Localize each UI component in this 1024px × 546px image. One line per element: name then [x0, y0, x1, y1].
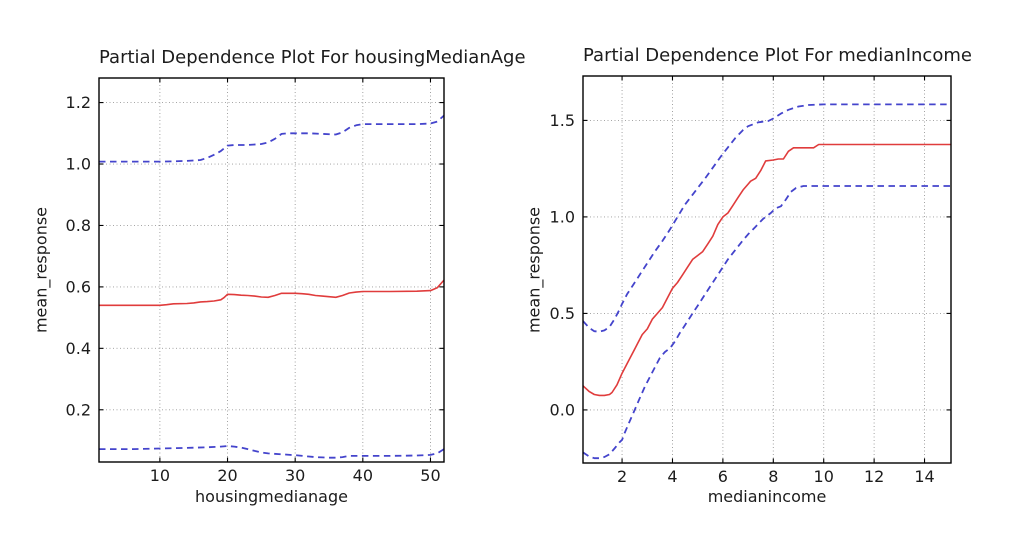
series-lower_bound [99, 445, 444, 459]
series-mean_response [99, 279, 444, 307]
svg-text:2: 2 [617, 467, 627, 486]
series-mean_response [583, 143, 951, 397]
svg-text:0.4: 0.4 [66, 339, 91, 358]
series-upper_bound [583, 103, 951, 333]
left-chart-title: Partial Dependence Plot For housingMedia… [99, 47, 526, 68]
axes-frame [582, 75, 952, 464]
tick-labels: 10 20 30 40 50 0.2 0.4 0.6 0.8 1.0 1.2 [66, 93, 441, 485]
svg-text:8: 8 [768, 467, 778, 486]
svg-text:50: 50 [420, 466, 440, 485]
svg-text:0.6: 0.6 [66, 277, 91, 296]
svg-text:10: 10 [814, 467, 834, 486]
svg-text:1.0: 1.0 [550, 207, 575, 226]
svg-text:6: 6 [718, 467, 728, 486]
svg-text:0.5: 0.5 [550, 304, 575, 323]
svg-text:40: 40 [353, 466, 373, 485]
right-chart-ylabel: mean_response [524, 206, 544, 334]
svg-text:1.2: 1.2 [66, 93, 91, 112]
tick-labels: 2 4 6 8 10 12 14 0.0 0.5 1.0 1.5 [550, 111, 935, 486]
svg-text:4: 4 [667, 467, 677, 486]
right-chart-title: Partial Dependence Plot For medianIncome [583, 45, 972, 66]
series-upper_bound [99, 114, 444, 163]
svg-text:30: 30 [285, 466, 305, 485]
series-lines [99, 114, 444, 459]
right-chart-xlabel: medianincome [707, 487, 827, 506]
svg-text:1.5: 1.5 [550, 111, 575, 130]
grid [99, 78, 444, 462]
left-chart-xlabel: housingmedianage [195, 487, 348, 506]
svg-text:0.8: 0.8 [66, 216, 91, 235]
grid [583, 76, 951, 463]
svg-text:0.2: 0.2 [66, 400, 91, 419]
series-lower_bound [583, 185, 951, 460]
series-lines [583, 103, 951, 460]
svg-text:14: 14 [914, 467, 934, 486]
tick-marks [583, 76, 951, 463]
left-chart-ylabel: mean_response [31, 206, 51, 334]
svg-text:12: 12 [864, 467, 884, 486]
tick-marks [99, 78, 444, 462]
svg-text:0.0: 0.0 [550, 400, 575, 419]
svg-text:20: 20 [217, 466, 237, 485]
axes-frame [98, 77, 445, 463]
svg-text:1.0: 1.0 [66, 155, 91, 174]
chart-0: 10 20 30 40 50 0.2 0.4 0.6 0.8 1.0 1.2 [66, 77, 445, 485]
svg-text:10: 10 [150, 466, 170, 485]
chart-1: 2 4 6 8 10 12 14 0.0 0.5 1.0 1.5 [550, 75, 952, 486]
